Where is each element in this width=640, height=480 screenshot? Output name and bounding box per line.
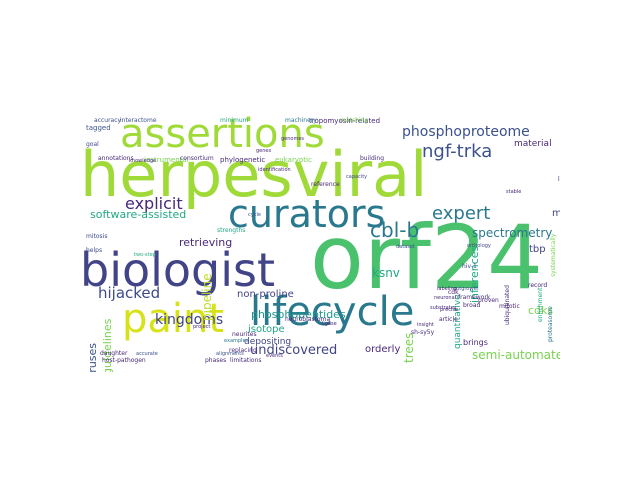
cloud-word: substrates bbox=[430, 305, 457, 311]
cloud-word: insight bbox=[417, 322, 434, 328]
cloud-word: lie bbox=[558, 176, 560, 183]
cloud-word: phosphopeptides bbox=[251, 308, 346, 321]
cloud-word: ksnv bbox=[372, 266, 400, 280]
cloud-word: orthology bbox=[467, 243, 491, 249]
cloud-word: herpesviruses bbox=[86, 343, 99, 372]
cloud-word: matching bbox=[340, 117, 369, 124]
cloud-word: orf24 bbox=[310, 206, 543, 309]
cloud-word: genes bbox=[256, 148, 272, 154]
cloud-word: retrieving bbox=[179, 236, 233, 249]
cloud-word: annotations bbox=[98, 155, 134, 162]
cloud-word: material bbox=[514, 139, 552, 149]
cloud-word: systematically bbox=[550, 233, 557, 277]
cloud-word: precise bbox=[440, 307, 459, 313]
cloud-word: herpesviral bbox=[80, 138, 428, 211]
cloud-word: broad bbox=[463, 302, 481, 309]
cloud-word: enrichment bbox=[537, 287, 544, 322]
cloud-word: hiv-1 bbox=[462, 263, 477, 270]
cloud-word: proven bbox=[478, 297, 499, 304]
cloud-word: assertions bbox=[120, 111, 325, 157]
cloud-word: consortium bbox=[180, 155, 214, 162]
cloud-word: framework bbox=[458, 294, 491, 301]
cloud-word: mass bbox=[552, 208, 560, 219]
cloud-word: examples bbox=[224, 338, 249, 344]
cloud-word: capacity bbox=[346, 174, 368, 180]
cloud-word: trees bbox=[402, 332, 416, 363]
cloud-word: ubiquitinated bbox=[504, 285, 511, 325]
cloud-word: neurites bbox=[232, 331, 257, 338]
cloud-word: identification bbox=[258, 167, 291, 173]
cloud-word: neuroblastoma bbox=[285, 316, 331, 323]
cloud-word: curators bbox=[228, 192, 386, 236]
cloud-word: neuronal bbox=[434, 295, 457, 301]
cloud-word: eukaryotic bbox=[275, 156, 312, 164]
cloud-word: phosphoproteome bbox=[402, 124, 530, 140]
cloud-word: brings bbox=[463, 338, 488, 347]
cloud-word: depositing bbox=[244, 337, 292, 347]
cloud-word: kingdoms bbox=[155, 312, 224, 328]
cloud-word: tbp bbox=[529, 244, 546, 255]
cloud-word: paint bbox=[122, 296, 225, 342]
cloud-word: building bbox=[360, 155, 385, 162]
cloud-word: pipeline bbox=[200, 273, 214, 321]
cloud-word: sh-sy5y bbox=[411, 329, 435, 336]
cloud-word: tropomyosin-related bbox=[309, 117, 381, 125]
cloud-word: isotope bbox=[248, 324, 285, 335]
cloud-word: labeling bbox=[437, 286, 457, 292]
cloud-word: alignments bbox=[216, 351, 244, 357]
cloud-word: accurate bbox=[136, 351, 158, 357]
cloud-word: reference bbox=[311, 181, 340, 188]
cloud-word: cycle bbox=[248, 212, 261, 218]
cloud-word: expert bbox=[432, 203, 491, 224]
cloud-word: cdk bbox=[448, 289, 459, 296]
cloud-word: instrumental bbox=[144, 156, 189, 164]
cloud-word: accuracy bbox=[94, 117, 122, 124]
cloud-word: replacing bbox=[229, 347, 257, 354]
cloud-word: cdks bbox=[528, 304, 554, 317]
cloud-word: minimum bbox=[220, 117, 249, 124]
cloud-word: host-pathogen bbox=[102, 357, 146, 364]
cloud-word: ngf-trka bbox=[422, 141, 493, 162]
cloud-word: limitations bbox=[230, 357, 262, 364]
cloud-word: article bbox=[439, 316, 458, 323]
cloud-word: lifecycle bbox=[250, 289, 415, 335]
cloud-word: tagged bbox=[86, 124, 111, 132]
cloud-word: outgrowth bbox=[453, 286, 479, 292]
cloud-word: software-assisted bbox=[90, 208, 187, 221]
cloud-word: interactome bbox=[120, 117, 157, 124]
cloud-word: spectrometry bbox=[472, 226, 553, 240]
cloud-word: record bbox=[528, 282, 548, 289]
cloud-word: goal bbox=[86, 141, 99, 148]
cloud-word: proteasome bbox=[547, 306, 554, 342]
cloud-word: helps bbox=[86, 247, 103, 254]
cloud-word: explicit bbox=[125, 194, 183, 213]
cloud-word: semi-automated bbox=[472, 348, 560, 362]
cloud-word: genomes bbox=[281, 136, 305, 142]
cloud-word: events bbox=[266, 353, 283, 359]
cloud-word: phases bbox=[205, 357, 227, 364]
cloud-word: orderly bbox=[365, 344, 401, 355]
cloud-word: stable bbox=[506, 189, 522, 195]
cloud-word: two-step bbox=[134, 252, 156, 258]
cloud-word: strengths bbox=[217, 227, 246, 234]
cloud-word: daughter bbox=[100, 350, 128, 357]
cloud-word: dataset bbox=[396, 244, 415, 250]
cloud-word: project bbox=[193, 324, 211, 330]
cloud-word: phylogenetic bbox=[220, 156, 266, 164]
cloud-word: mitotic bbox=[499, 303, 520, 310]
cloud-word: machinery bbox=[285, 117, 317, 124]
cloud-word: ligase bbox=[322, 321, 337, 327]
cloud-word: cbl-b bbox=[370, 218, 420, 242]
cloud-word: undiscovered bbox=[250, 343, 338, 358]
cloud-word: biologist bbox=[80, 243, 276, 297]
cloud-word: hijacked bbox=[98, 284, 161, 302]
cloud-word: non-proline bbox=[237, 289, 294, 300]
word-cloud: herpesviral orf24 assertions biologist curat… bbox=[80, 107, 560, 372]
cloud-word: knowledge bbox=[129, 158, 157, 164]
cloud-word: mitosis bbox=[86, 233, 108, 240]
